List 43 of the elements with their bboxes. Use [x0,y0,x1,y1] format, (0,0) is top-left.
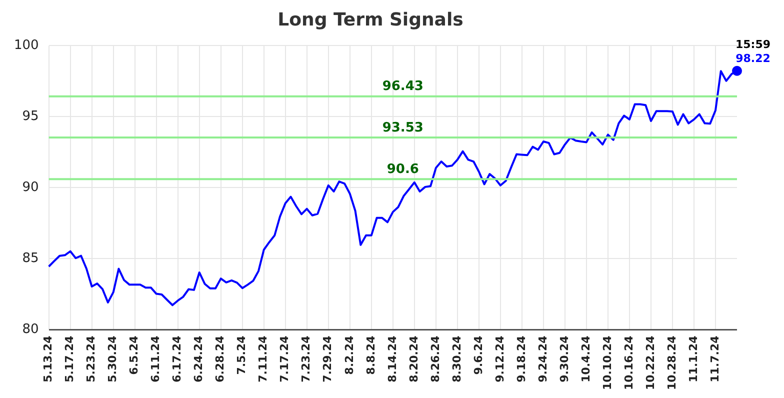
x-tick-label: 10.22.24 [644,335,657,390]
y-tick-label: 95 [22,109,39,124]
x-tick-label: 10.4.24 [579,335,592,382]
y-tick-label: 90 [22,180,39,196]
x-tick-label: 8.30.24 [450,335,464,382]
ref-line-label: 96.43 [382,79,424,94]
x-tick-label: 7.17.24 [278,335,292,382]
x-tick-label: 6.24.24 [192,335,206,382]
annotation: 15:59 [735,38,771,52]
y-tick-label: 100 [14,38,39,53]
x-tick-label: 5.13.24 [42,335,55,382]
x-tick-label: 11.7.24 [708,335,722,382]
x-tick-label: 8.8.24 [364,335,378,375]
x-tick-label: 7.5.24 [235,335,248,375]
x-tick-label: 8.14.24 [386,335,399,382]
y-tick-label: 80 [22,322,39,338]
x-tick-label: 9.30.24 [558,335,571,382]
x-tick-label: 5.17.24 [63,335,76,382]
x-tick-label: 7.23.24 [300,335,313,382]
x-tick-label: 9.18.24 [514,335,528,382]
x-tick-label: 6.17.24 [170,335,184,382]
x-tick-label: 5.23.24 [84,335,98,382]
x-tick-label: 10.28.24 [665,335,678,390]
x-tick-label: 6.11.24 [149,335,162,382]
x-tick-label: 8.26.24 [428,335,442,382]
x-tick-label: 5.30.24 [106,335,120,382]
x-tick-label: 8.20.24 [407,335,420,382]
x-tick-label: 10.16.24 [622,335,636,390]
y-tick-label: 85 [22,251,39,266]
x-tick-label: 6.28.24 [214,335,227,382]
chart-title: Long Term Signals [278,9,464,30]
x-tick-label: 7.11.24 [256,335,270,382]
x-tick-label: 11.1.24 [686,335,700,382]
ref-line-label: 93.53 [382,120,424,136]
x-tick-label: 9.24.24 [536,335,550,382]
x-tick-label: 8.2.24 [342,335,356,375]
x-tick-label: 9.12.24 [493,335,506,382]
x-tick-label: 10.10.24 [600,335,614,390]
ref-line-label: 90.6 [386,162,419,178]
x-tick-label: 9.6.24 [472,335,485,375]
x-tick-label: 7.29.24 [321,335,334,382]
x-tick-label: 6.5.24 [128,335,141,375]
data-label: 98.22 [736,52,770,66]
